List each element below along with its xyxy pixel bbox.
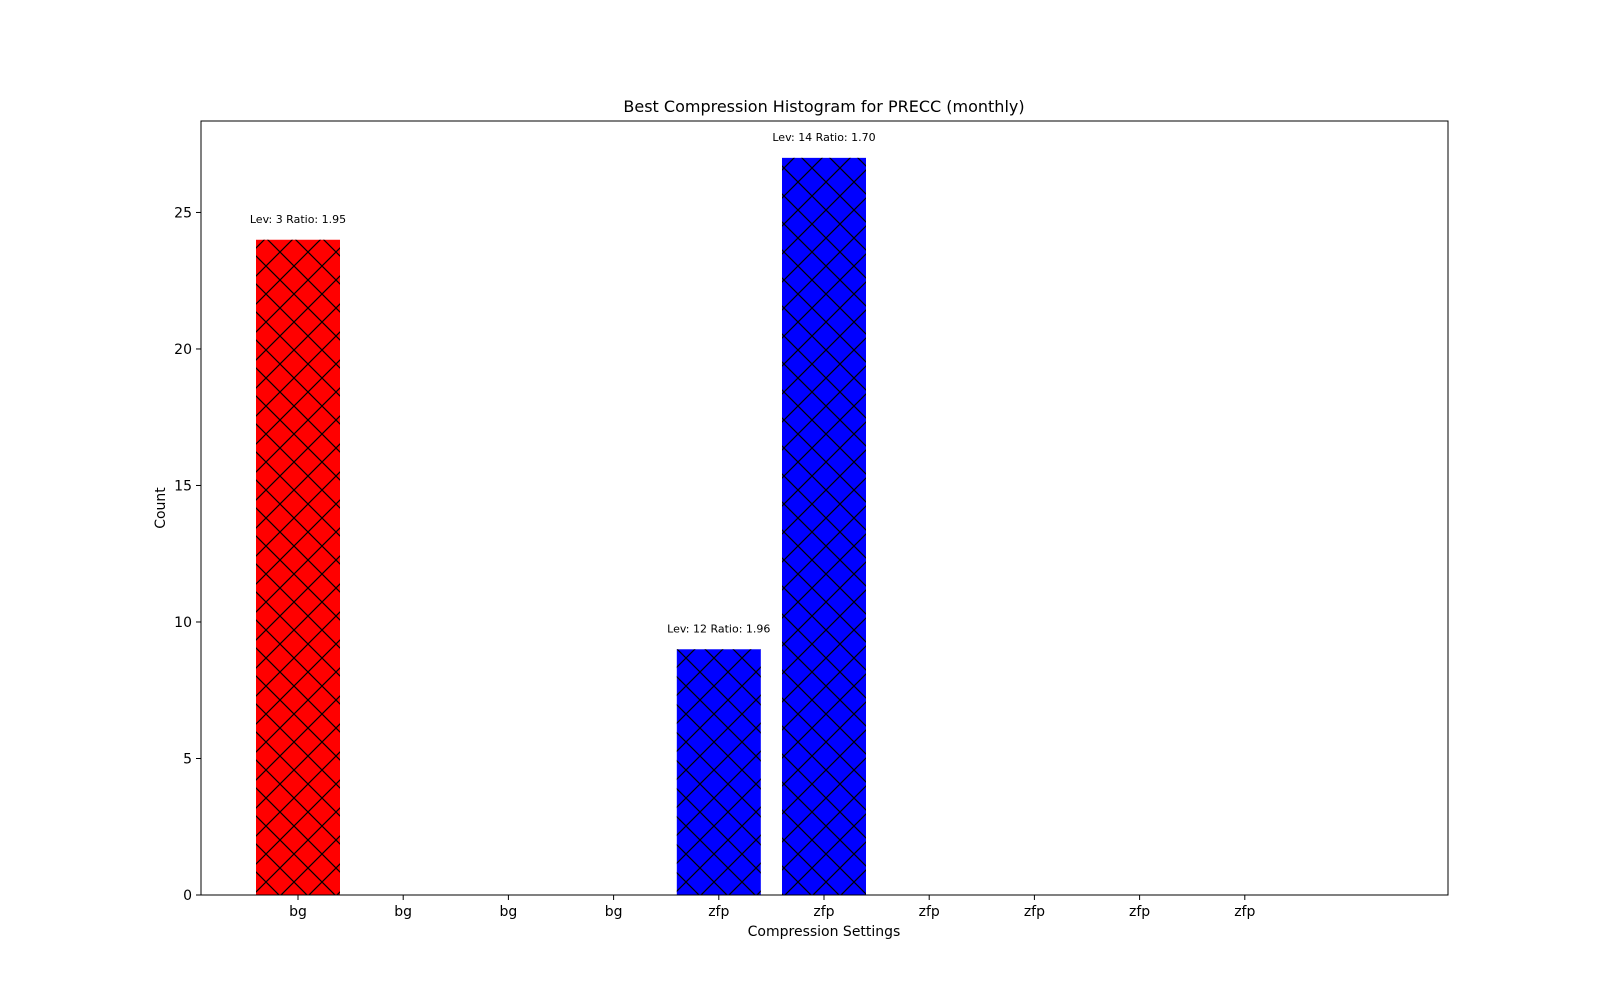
bar-label-4: Lev: 12 Ratio: 1.96 xyxy=(667,622,770,635)
x-tick-label-5: zfp xyxy=(813,904,834,920)
x-tick-label-4: zfp xyxy=(708,904,729,920)
bar-hatch-4 xyxy=(676,649,761,895)
y-tick-label-5: 5 xyxy=(183,751,192,767)
x-tick-label-3: bg xyxy=(605,904,623,920)
y-tick-label-20: 20 xyxy=(174,342,192,358)
y-tick-label-10: 10 xyxy=(174,615,192,631)
y-axis-label: Count xyxy=(153,487,169,529)
y-tick-label-25: 25 xyxy=(174,205,192,221)
bar-hatch-0 xyxy=(256,239,340,895)
x-tick-label-6: zfp xyxy=(919,904,940,920)
bar-hatch-5 xyxy=(782,157,866,895)
x-tick-label-1: bg xyxy=(394,904,412,920)
x-tick-label-8: zfp xyxy=(1129,904,1150,920)
x-tick-label-0: bg xyxy=(289,904,307,920)
y-tick-label-15: 15 xyxy=(174,478,192,494)
bar-label-5: Lev: 14 Ratio: 1.70 xyxy=(772,131,875,144)
x-tick-label-2: bg xyxy=(500,904,518,920)
chart-title: Best Compression Histogram for PRECC (mo… xyxy=(623,97,1024,116)
y-tick-label-0: 0 xyxy=(183,888,192,904)
x-tick-label-9: zfp xyxy=(1234,904,1255,920)
bar-label-0: Lev: 3 Ratio: 1.95 xyxy=(250,213,346,226)
x-tick-label-7: zfp xyxy=(1024,904,1045,920)
x-axis-label: Compression Settings xyxy=(748,924,901,940)
